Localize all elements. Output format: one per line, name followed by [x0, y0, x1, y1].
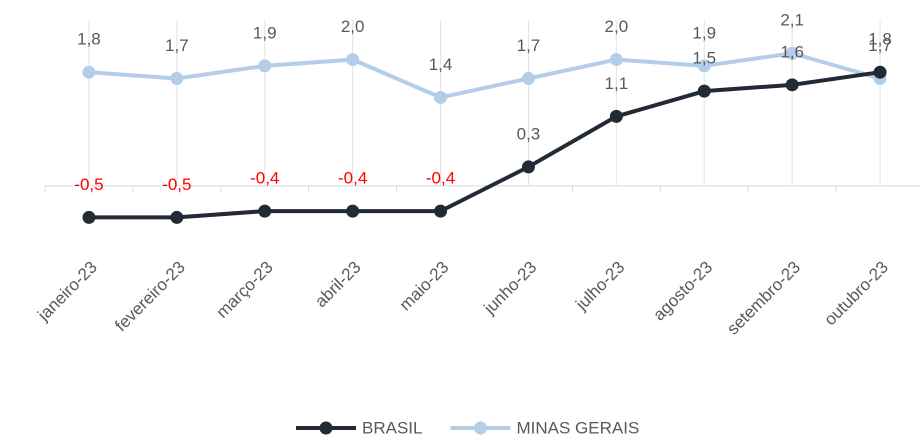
- data-label: 2,0: [341, 17, 365, 36]
- data-point: [82, 65, 96, 79]
- x-tick-label: janeiro-23: [33, 258, 101, 326]
- data-point: [82, 210, 96, 224]
- data-label: 1,6: [780, 42, 804, 61]
- x-tick-label: setembro-23: [723, 258, 804, 339]
- data-label: 2,0: [605, 17, 629, 36]
- data-point: [258, 204, 272, 218]
- data-label: 1,7: [165, 36, 189, 55]
- data-label: 1,4: [429, 55, 453, 74]
- data-label: 1,7: [868, 36, 892, 55]
- legend-label: BRASIL: [362, 418, 422, 437]
- data-label: 1,9: [692, 23, 716, 42]
- legend-marker: [473, 421, 487, 435]
- data-label: -0,4: [426, 169, 455, 188]
- x-tick-label: maio-23: [396, 258, 453, 315]
- data-label: 1,1: [605, 74, 629, 93]
- x-tick-label: agosto-23: [649, 258, 716, 325]
- data-label: 1,8: [77, 30, 101, 49]
- data-point: [609, 109, 623, 123]
- data-point: [170, 72, 184, 86]
- x-tick-label: abril-23: [311, 258, 365, 312]
- data-point: [697, 59, 711, 73]
- data-label: -0,4: [250, 169, 279, 188]
- data-label: -0,5: [74, 175, 103, 194]
- data-point: [521, 160, 535, 174]
- data-point: [258, 59, 272, 73]
- data-point: [697, 84, 711, 98]
- data-label: -0,5: [162, 175, 191, 194]
- data-label: 0,3: [517, 124, 541, 143]
- series-line: [88, 70, 881, 220]
- data-point: [170, 210, 184, 224]
- data-label: 2,1: [780, 11, 804, 30]
- series-line: [88, 51, 881, 100]
- data-point: [434, 90, 448, 104]
- data-point: [873, 65, 887, 79]
- data-point: [785, 46, 799, 60]
- x-tick-label: fevereiro-23: [111, 258, 189, 336]
- data-label: -0,4: [338, 169, 367, 188]
- data-point: [346, 204, 360, 218]
- data-point: [434, 204, 448, 218]
- x-tick-label: junho-23: [480, 258, 541, 319]
- x-tick-label: março-23: [213, 258, 277, 322]
- data-point: [785, 78, 799, 92]
- data-label: 1,7: [517, 36, 541, 55]
- x-tick-label: julho-23: [571, 258, 628, 315]
- data-point: [609, 53, 623, 67]
- x-tick-label: outubro-23: [820, 258, 892, 330]
- data-label: 1,5: [692, 49, 716, 68]
- data-label: 1,9: [253, 23, 277, 42]
- data-label: 1,8: [868, 30, 892, 49]
- data-point: [346, 53, 360, 67]
- data-point: [521, 72, 535, 86]
- legend-label: MINAS GERAIS: [516, 418, 639, 437]
- legend-marker: [319, 421, 333, 435]
